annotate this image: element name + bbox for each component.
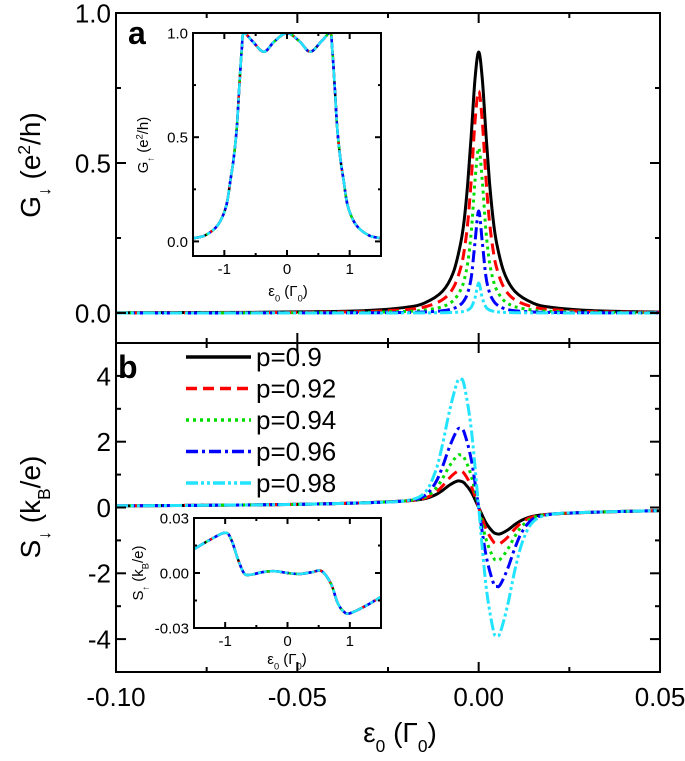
label-part-pre: (e (15, 155, 46, 188)
legend-label: p=0.92 (256, 374, 336, 404)
y-tick-label: -2 (88, 559, 111, 589)
x-tick-label: -1 (218, 633, 231, 650)
y-tick-label: 0 (97, 493, 111, 523)
label-part-sub: ↑ (140, 586, 150, 591)
x-tick-label: -0.05 (268, 682, 327, 712)
y-tick-label: 0.00 (160, 565, 189, 582)
x-tick-label: 0.05 (635, 682, 685, 712)
legend-label: p=0.96 (256, 437, 336, 467)
legend: p=0.9p=0.92p=0.94p=0.96p=0.98 (186, 342, 336, 498)
series-line-inset-p-0-98 (194, 531, 381, 615)
label-part-sup: 2 (14, 145, 34, 155)
legend-label: p=0.98 (256, 468, 336, 498)
series-line-p-0-9 (116, 50, 660, 315)
y-tick-label: 1.0 (167, 25, 188, 42)
label-part-base: ε (267, 651, 274, 668)
label-part-pre: (Γ (279, 651, 296, 668)
inset-x-axis-label: ε0 (Γ0) (267, 651, 306, 671)
y-tick-label: -4 (88, 624, 111, 654)
label-part-base: S (130, 591, 147, 601)
label-part-post: ) (303, 283, 308, 300)
legend-label: p=0.94 (256, 405, 336, 435)
series-line-p-0-98 (116, 281, 660, 315)
y-tick-label: 0.03 (160, 510, 189, 527)
x-axis-label: ε0 (Γ0) (363, 717, 437, 756)
y-tick-label: 0.5 (167, 130, 188, 147)
x-tick-label: 0 (283, 633, 291, 650)
label-part-sub: 0 (275, 293, 280, 303)
label-part-post: /h) (135, 117, 152, 135)
inset-y-axis-label: S↑ (kB/e) (130, 545, 150, 600)
x-tick-label: 0 (283, 261, 291, 278)
y-tick-label: 4 (97, 361, 111, 391)
label-part-pre: (k (130, 569, 147, 586)
panel-a: 0.00.51.0aG↓ (e2/h)-1 0 10.00.51.0G↑ (e2/h… (14, 0, 661, 344)
label-part-sub2: B (140, 563, 150, 569)
inset-y-axis-label: G↑ (e2/h) (135, 117, 156, 174)
label-part-sub: ↑ (145, 157, 155, 162)
label-part-sub2: 0 (418, 736, 428, 756)
series-line-inset-p-0-98 (193, 33, 381, 240)
x-tick-label: -0.10 (86, 682, 145, 712)
x-tick-label: 1 (345, 261, 353, 278)
label-part-sup: 2 (135, 134, 145, 139)
label-part-post: ) (428, 717, 437, 748)
y-axis-label: S↓ (kB/e) (15, 456, 54, 559)
label-part-sub: ↓ (34, 187, 54, 196)
panel-label: a (128, 15, 146, 51)
series-line-p-0-98 (116, 377, 660, 638)
label-part-base: ε (363, 717, 375, 748)
y-tick-label: 0.0 (167, 234, 188, 251)
x-tick-label: 1 (346, 633, 354, 650)
inset-x-axis-label: ε0 (Γ0) (268, 283, 307, 303)
panel-label: b (118, 349, 138, 385)
y-tick-label: 0.0 (75, 298, 111, 328)
inset-background (193, 33, 381, 256)
label-part-sub: 0 (274, 661, 279, 671)
label-part-base: ε (268, 283, 275, 300)
label-part-sub: ↓ (34, 531, 54, 540)
y-tick-label: -0.03 (155, 620, 189, 637)
label-part-post: /h) (15, 112, 46, 145)
label-part-post: /e) (130, 545, 147, 563)
inset-b: -1 0 1-0.030.000.03S↑ (kB/e)ε0 (Γ0) (130, 510, 382, 671)
label-part-post: /e) (15, 456, 46, 489)
legend-label: p=0.9 (256, 342, 322, 372)
x-tick-label: -1 (218, 261, 231, 278)
label-part-pre: (Γ (385, 717, 418, 748)
y-tick-label: 1.0 (75, 0, 111, 28)
label-part-sub2: B (34, 488, 54, 500)
y-axis-label: G↓ (e2/h) (14, 112, 54, 218)
label-part-pre: (Γ (280, 283, 297, 300)
inset-a: -1 0 10.00.51.0G↑ (e2/h)ε0 (Γ0) (135, 25, 382, 303)
label-part-base: S (15, 540, 46, 559)
y-tick-label: 0.5 (75, 148, 111, 178)
label-part-sub2: 0 (297, 661, 302, 671)
label-part-base: G (135, 162, 152, 174)
label-part-pre: (e (135, 139, 152, 157)
y-tick-label: 2 (97, 427, 111, 457)
label-part-pre: (k (15, 499, 46, 531)
label-part-base: G (15, 196, 46, 218)
label-part-post: ) (302, 651, 307, 668)
label-part-sub: 0 (376, 736, 386, 756)
label-part-sub2: 0 (298, 293, 303, 303)
x-tick-label: 0.00 (453, 682, 504, 712)
